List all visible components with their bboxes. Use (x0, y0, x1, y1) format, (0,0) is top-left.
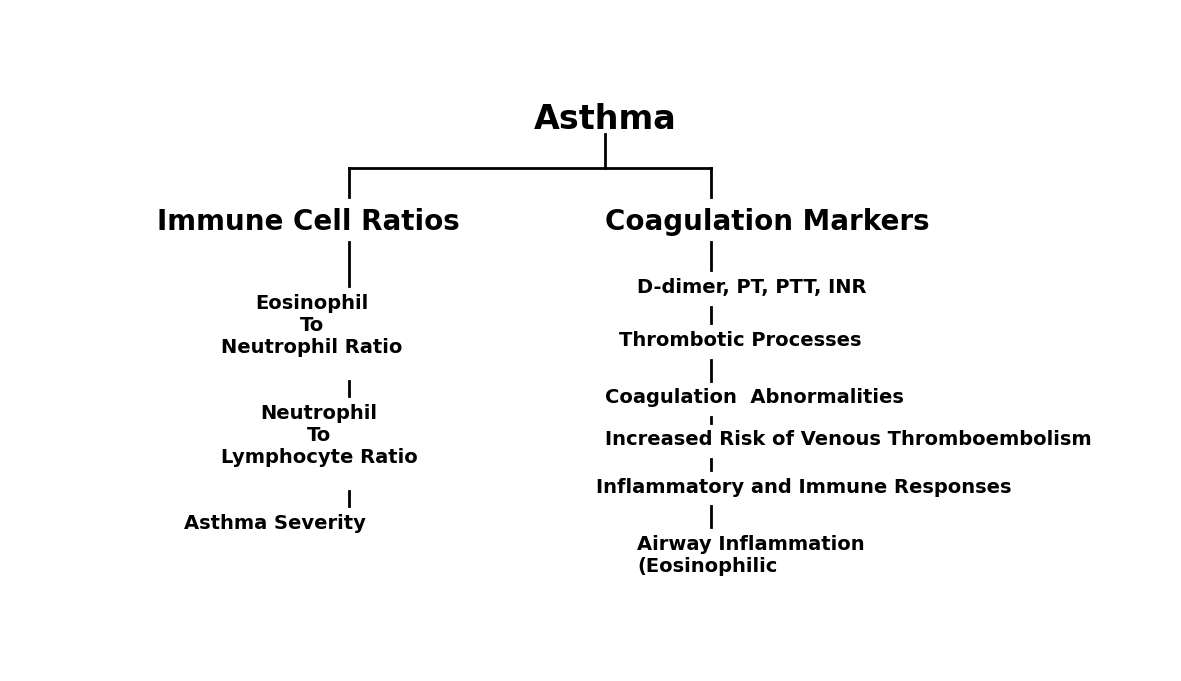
Text: Immune Cell Ratios: Immune Cell Ratios (157, 208, 459, 236)
Text: Coagulation  Abnormalities: Coagulation Abnormalities (606, 388, 905, 407)
Text: Thrombotic Processes: Thrombotic Processes (619, 331, 861, 350)
Text: Airway Inflammation
(Eosinophilic: Airway Inflammation (Eosinophilic (638, 535, 864, 576)
Text: Asthma: Asthma (534, 103, 677, 136)
Text: Neutrophil
To
Lymphocyte Ratio: Neutrophil To Lymphocyte Ratio (221, 405, 418, 467)
Text: Asthma Severity: Asthma Severity (184, 514, 366, 533)
Text: Eosinophil
To
Neutrophil Ratio: Eosinophil To Neutrophil Ratio (221, 294, 403, 357)
Text: D-dimer, PT, PTT, INR: D-dimer, PT, PTT, INR (638, 279, 867, 298)
Text: Inflammatory and Immune Responses: Inflammatory and Immune Responses (596, 477, 1012, 496)
Text: Coagulation Markers: Coagulation Markers (606, 208, 929, 236)
Text: Increased Risk of Venous Thromboembolism: Increased Risk of Venous Thromboembolism (606, 430, 1092, 449)
